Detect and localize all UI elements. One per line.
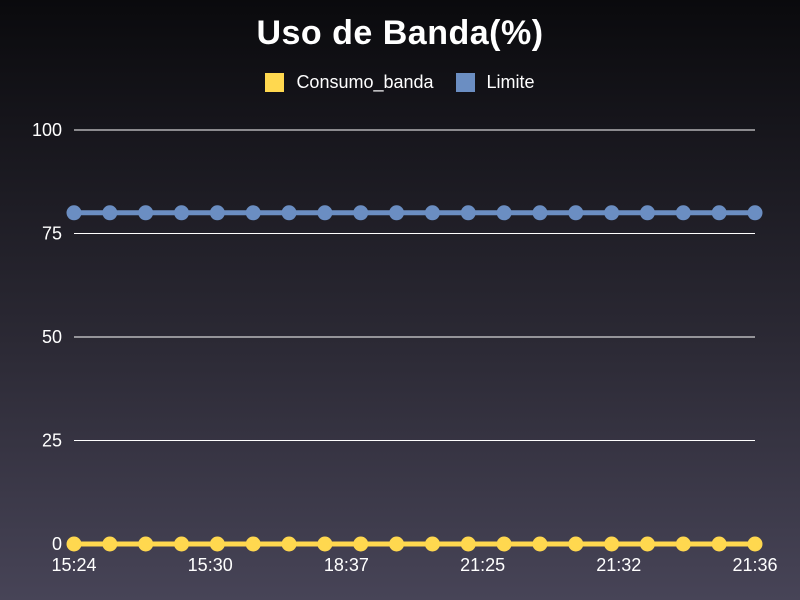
legend-label-consumo-banda: Consumo_banda: [296, 72, 434, 92]
data-point-consumo-banda[interactable]: [675, 536, 691, 552]
data-point-consumo-banda[interactable]: [711, 536, 727, 552]
y-tick-label: 75: [42, 224, 62, 244]
data-point-limite[interactable]: [496, 205, 512, 221]
x-tick-label: 15:24: [51, 555, 96, 575]
data-point-consumo-banda[interactable]: [747, 536, 763, 552]
data-point-limite[interactable]: [138, 205, 154, 221]
x-axis-ticks: 15:24 15:30 18:37 21:25 21:32 21:36: [51, 555, 777, 575]
data-point-consumo-banda[interactable]: [138, 536, 154, 552]
series-layer: [66, 205, 763, 552]
data-point-limite[interactable]: [711, 205, 727, 221]
data-point-limite[interactable]: [317, 205, 333, 221]
data-point-limite[interactable]: [532, 205, 548, 221]
data-point-limite[interactable]: [604, 205, 620, 221]
data-point-limite[interactable]: [424, 205, 440, 221]
series-consumo-banda: [66, 536, 763, 552]
data-point-limite[interactable]: [245, 205, 261, 221]
data-point-consumo-banda[interactable]: [568, 536, 584, 552]
y-tick-label: 50: [42, 327, 62, 347]
data-point-limite[interactable]: [747, 205, 763, 221]
data-point-limite[interactable]: [568, 205, 584, 221]
data-point-limite[interactable]: [460, 205, 476, 221]
data-point-limite[interactable]: [639, 205, 655, 221]
data-point-consumo-banda[interactable]: [532, 536, 548, 552]
data-point-limite[interactable]: [353, 205, 369, 221]
data-point-limite[interactable]: [281, 205, 297, 221]
data-point-limite[interactable]: [675, 205, 691, 221]
data-point-limite[interactable]: [102, 205, 118, 221]
y-tick-label: 25: [42, 431, 62, 451]
data-point-limite[interactable]: [174, 205, 190, 221]
y-axis-ticks: 0 25 50 75 100: [32, 120, 62, 554]
legend-item-limite[interactable]: Limite: [455, 72, 535, 93]
x-tick-label: 21:32: [596, 555, 641, 575]
legend-item-consumo-banda[interactable]: Consumo_banda: [265, 72, 434, 93]
data-point-consumo-banda[interactable]: [174, 536, 190, 552]
data-point-consumo-banda[interactable]: [389, 536, 405, 552]
legend: Consumo_banda Limite: [0, 72, 800, 93]
data-point-limite[interactable]: [389, 205, 405, 221]
data-point-consumo-banda[interactable]: [102, 536, 118, 552]
legend-swatch-limite: [455, 73, 475, 92]
data-point-consumo-banda[interactable]: [460, 536, 476, 552]
legend-swatch-consumo-banda: [265, 73, 285, 92]
data-point-consumo-banda[interactable]: [424, 536, 440, 552]
x-tick-label: 21:36: [732, 555, 777, 575]
data-point-consumo-banda[interactable]: [209, 536, 225, 552]
data-point-consumo-banda[interactable]: [604, 536, 620, 552]
y-tick-label: 0: [52, 534, 62, 554]
legend-label-limite: Limite: [486, 72, 535, 92]
y-tick-label: 100: [32, 120, 62, 140]
data-point-consumo-banda[interactable]: [353, 536, 369, 552]
data-point-consumo-banda[interactable]: [317, 536, 333, 552]
chart-title: Uso de Banda(%): [256, 14, 544, 52]
x-tick-label: 18:37: [324, 555, 369, 575]
x-tick-label: 21:25: [460, 555, 505, 575]
data-point-consumo-banda[interactable]: [245, 536, 261, 552]
x-tick-label: 15:30: [188, 555, 233, 575]
data-point-consumo-banda[interactable]: [281, 536, 297, 552]
data-point-consumo-banda[interactable]: [639, 536, 655, 552]
data-point-limite[interactable]: [209, 205, 225, 221]
data-point-limite[interactable]: [66, 205, 82, 221]
series-limite: [66, 205, 763, 221]
data-point-consumo-banda[interactable]: [66, 536, 82, 552]
data-point-consumo-banda[interactable]: [496, 536, 512, 552]
grid-lines: [74, 129, 755, 441]
